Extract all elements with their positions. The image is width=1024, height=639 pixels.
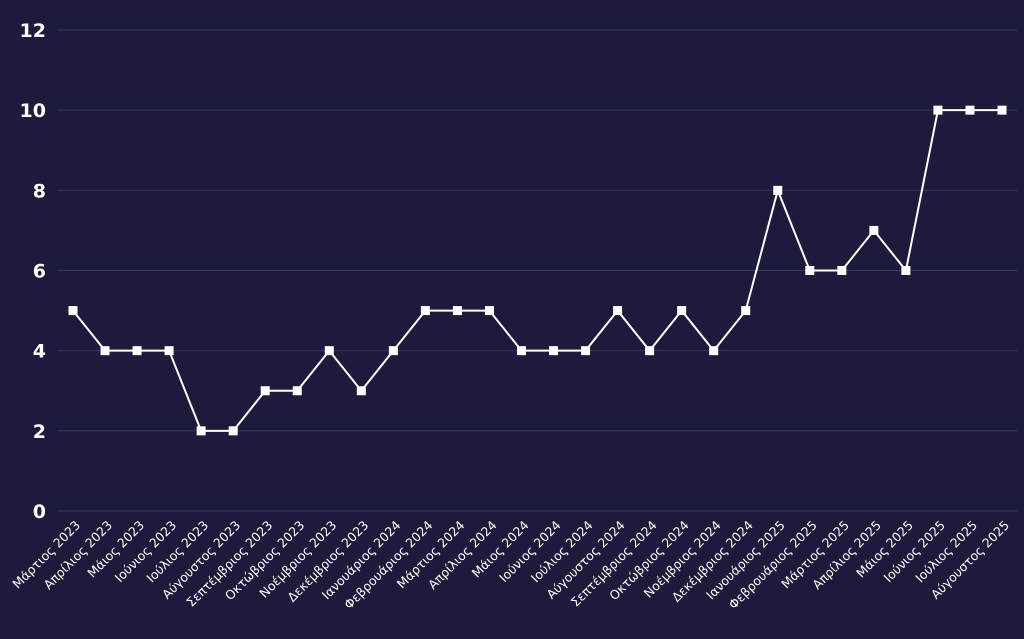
data-point <box>260 386 270 396</box>
data-point <box>901 266 911 275</box>
data-point <box>100 346 110 356</box>
data-point <box>805 266 815 275</box>
data-point <box>196 426 206 436</box>
data-point <box>549 346 559 356</box>
y-tick-label: 2 <box>33 421 46 443</box>
data-point <box>228 426 238 436</box>
data-point <box>581 346 591 356</box>
data-point <box>869 225 879 235</box>
y-tick-label: 8 <box>33 180 46 202</box>
data-point <box>837 266 847 275</box>
data-point <box>741 306 751 316</box>
y-axis-ticks: 0 2 4 6 8 10 12 <box>20 20 46 523</box>
data-point <box>420 306 430 316</box>
data-point <box>516 346 526 356</box>
y-tick-label: 0 <box>33 501 46 523</box>
data-point <box>132 346 142 356</box>
data-point <box>709 346 719 356</box>
grid-layer <box>57 29 1017 512</box>
marker-layer <box>68 105 1007 436</box>
data-point <box>356 386 366 396</box>
data-point <box>997 105 1007 115</box>
data-point <box>324 346 334 356</box>
y-tick-label: 12 <box>20 20 46 42</box>
data-point <box>164 346 174 356</box>
y-tick-label: 10 <box>20 100 46 122</box>
series-line <box>72 109 1002 432</box>
data-point <box>645 346 655 356</box>
data-point <box>484 306 494 316</box>
data-point <box>965 105 975 115</box>
data-point <box>677 306 687 316</box>
data-point <box>452 306 462 316</box>
data-point <box>933 105 943 115</box>
y-tick-label: 4 <box>33 341 46 363</box>
series-layer <box>72 109 1002 432</box>
data-point <box>292 386 302 396</box>
data-point <box>388 346 398 356</box>
data-point <box>68 306 78 316</box>
data-point <box>773 185 783 195</box>
data-point <box>613 306 623 316</box>
y-tick-label: 6 <box>33 261 46 283</box>
